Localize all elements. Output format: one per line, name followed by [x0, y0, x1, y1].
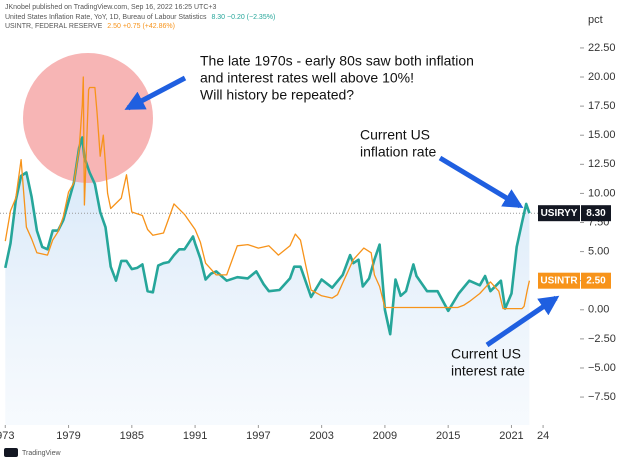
y-tick-label: 15.00 — [588, 129, 616, 141]
arrow — [485, 295, 560, 348]
y-tick-label: 20.00 — [588, 71, 616, 83]
logo — [4, 448, 18, 457]
legend-stats: 8.30 −0.20 (−2.35%) — [211, 14, 275, 21]
price-tag-box — [581, 272, 611, 289]
x-tick-label: 1991 — [183, 430, 207, 442]
price-tag-box — [581, 205, 611, 222]
arrow — [124, 75, 187, 111]
line — [4, 76, 531, 310]
y-tick-label: −5.00 — [588, 362, 616, 374]
arrow — [438, 155, 524, 209]
annotation: and interest rates well above 10%! — [200, 70, 414, 86]
x-tick-label: 24 — [537, 430, 549, 442]
axis-label: pct — [588, 14, 603, 26]
annotation: Current US — [360, 127, 430, 143]
header: JKnobel published on TradingView.com, Se… — [5, 4, 216, 11]
series-lines — [4, 76, 531, 336]
y-tick-label: −2.50 — [588, 333, 616, 345]
y-tick-label: −7.50 — [588, 391, 616, 403]
price-tag: 2.50 — [586, 275, 606, 286]
ticker: USINTR — [540, 275, 578, 286]
area — [5, 137, 530, 425]
x-tick-label: 2003 — [309, 430, 333, 442]
x-tick-label: 2021 — [499, 430, 523, 442]
y-tick-label: 5.00 — [588, 246, 609, 258]
price-tag: 8.30 — [586, 208, 606, 219]
x-tick-label: 2015 — [436, 430, 460, 442]
annotation: The late 1970s - early 80s saw both infl… — [200, 53, 474, 69]
y-tick-label: 10.00 — [588, 187, 616, 199]
x-tick-label: 973 — [0, 430, 14, 442]
y-tick-label: 12.50 — [588, 158, 616, 170]
ticker: USIRYY — [541, 208, 578, 219]
footer: TradingView — [22, 450, 61, 457]
legend-entry: United States Inflation Rate, YoY, 1D, B… — [5, 14, 207, 21]
annotation: Will history be repeated? — [200, 87, 354, 103]
legend-stats: 2.50 +0.75 (+42.86%) — [107, 23, 175, 30]
annotation: inflation rate — [360, 144, 436, 160]
annotation: Current US — [451, 346, 521, 362]
x-tick-label: 1979 — [56, 430, 80, 442]
x-tick-label: 1997 — [246, 430, 270, 442]
y-tick-label: 0.00 — [588, 304, 609, 316]
annotation: interest rate — [451, 363, 525, 379]
y-tick-label: 17.50 — [588, 100, 616, 112]
y-tick-label: 22.50 — [588, 42, 616, 54]
x-tick-label: 2009 — [373, 430, 397, 442]
legend-entry: USINTR, FEDERAL RESERVE — [5, 23, 103, 30]
plot-area — [0, 47, 584, 428]
x-tick-label: 1985 — [120, 430, 144, 442]
ticker-box — [538, 205, 580, 222]
ticker-box — [538, 272, 580, 289]
